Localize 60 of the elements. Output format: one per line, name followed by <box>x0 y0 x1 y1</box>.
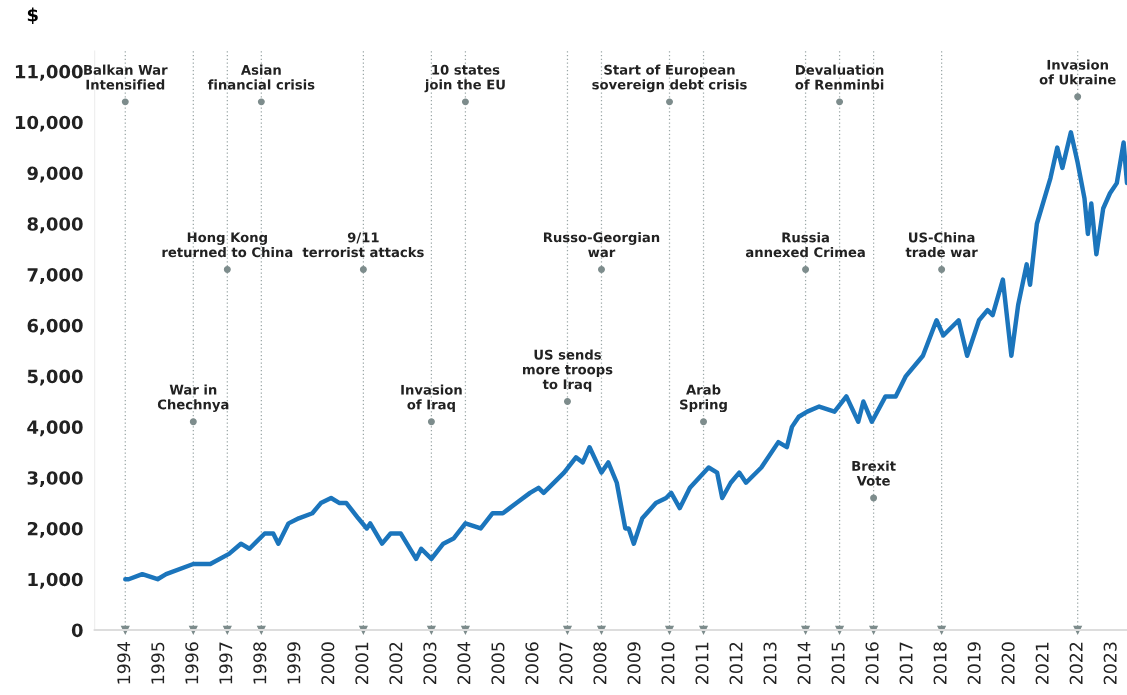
annotation: Balkan War Intensified <box>84 64 168 90</box>
x-tick-label: 2019 <box>967 642 981 685</box>
x-tick-label: 2013 <box>763 642 777 685</box>
y-tick-label: 5,000 <box>27 369 83 386</box>
annotation: Russia annexed Crimea <box>745 232 865 258</box>
x-tick-label: 2002 <box>389 642 403 685</box>
y-tick-label: 11,000 <box>15 64 83 81</box>
x-tick-label: 2001 <box>355 642 369 685</box>
y-tick-label: 8,000 <box>27 217 83 234</box>
annotation: Brexit Vote <box>852 460 896 486</box>
annotation: US sends more troops to Iraq <box>523 349 613 392</box>
x-tick-label: 2000 <box>321 642 335 685</box>
annotation: US-China trade war <box>905 232 978 258</box>
y-tick-label: 6,000 <box>27 318 83 335</box>
y-tick-label: 0 <box>71 623 83 638</box>
annotation: Devaluation of Renminbi <box>795 64 884 90</box>
y-tick-label: 10,000 <box>15 115 83 132</box>
x-tick-label: 2021 <box>1035 642 1049 685</box>
y-axis-title: $ <box>27 7 38 24</box>
annotation: Start of European sovereign debt crisis <box>592 64 747 93</box>
line-series <box>123 130 1127 582</box>
y-tick-label: 4,000 <box>27 420 83 437</box>
x-tick-label: 1995 <box>151 642 165 684</box>
x-tick-label: 2009 <box>627 642 641 685</box>
annotation: Hong Kong returned to China <box>162 232 293 258</box>
x-tick-label: 1997 <box>219 642 233 684</box>
x-tick-label: 1999 <box>287 642 301 684</box>
annotation: Invasion of Ukraine <box>1039 59 1116 85</box>
x-tick-label: 2017 <box>899 642 913 685</box>
x-tick-label: 2006 <box>525 642 539 685</box>
x-tick-label: 2018 <box>933 642 947 685</box>
x-tick-label: 1994 <box>117 642 131 684</box>
x-tick-label: 1996 <box>185 642 199 684</box>
x-tick-label: 2020 <box>1001 642 1015 685</box>
x-tick-label: 2005 <box>491 642 505 685</box>
y-tick-label: 7,000 <box>27 267 83 284</box>
x-tick-label: 2003 <box>423 642 437 685</box>
annotation: 10 states join the EU <box>424 64 505 93</box>
x-tick-label: 2023 <box>1103 642 1117 685</box>
x-tick-label: 2010 <box>661 642 675 685</box>
x-tick-label: 2007 <box>559 642 573 685</box>
x-tick-label: 2014 <box>797 642 811 685</box>
y-tick-label: 1,000 <box>28 572 83 589</box>
y-tick-label: 3,000 <box>27 471 83 488</box>
annotation: War in Chechnya <box>157 384 229 413</box>
annotation: Arab Spring <box>680 384 727 413</box>
annotation: Invasion of Iraq <box>401 384 462 413</box>
x-tick-label: 2012 <box>729 642 743 685</box>
x-tick-label: 2011 <box>695 642 709 685</box>
annotation: 9/11 terrorist attacks <box>302 232 424 258</box>
annotation: Asian financial crisis <box>207 64 315 90</box>
annotation: Russo-Georgian war <box>543 232 660 258</box>
y-tick-label: 2,000 <box>27 521 83 538</box>
x-tick-label: 2015 <box>831 642 845 685</box>
x-tick-label: 2008 <box>593 642 607 685</box>
x-tick-label: 1998 <box>253 642 267 684</box>
x-tick-label: 2004 <box>457 642 471 685</box>
y-tick-label: 9,000 <box>27 166 83 183</box>
x-tick-label: 2022 <box>1069 642 1083 685</box>
x-tick-label: 2016 <box>865 642 879 685</box>
